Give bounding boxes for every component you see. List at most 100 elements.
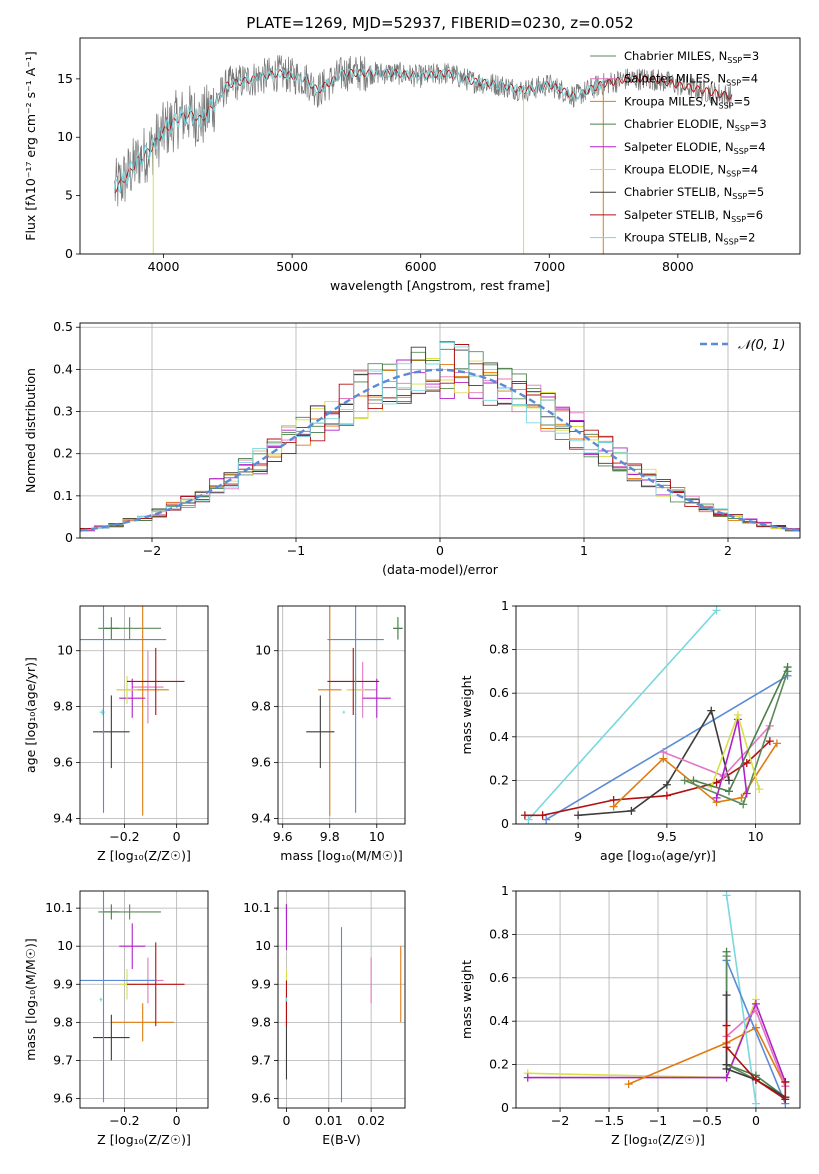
x-tick-label: 0.01 bbox=[315, 1113, 343, 1128]
legend-text: Kroupa ELODIE, N bbox=[624, 163, 726, 177]
y-tick-label: 0 bbox=[501, 1100, 509, 1115]
plot-area bbox=[278, 606, 405, 824]
x-axis-label: Z [log₁₀(Z/Z☉)] bbox=[97, 848, 191, 863]
x-tick-label: 9.6 bbox=[273, 829, 293, 844]
massweight-line bbox=[524, 740, 771, 817]
errorbar-point bbox=[111, 1003, 175, 1042]
x-axis-label: Z [log₁₀(Z/Z☉)] bbox=[611, 1132, 705, 1147]
massweight-marker bbox=[737, 793, 746, 802]
massweight-marker bbox=[712, 793, 721, 802]
massweight-marker bbox=[524, 815, 533, 824]
plot-area bbox=[80, 323, 800, 538]
massweight-marker bbox=[772, 739, 781, 748]
y-tick-label: 9.6 bbox=[53, 755, 73, 770]
massweight-marker bbox=[662, 791, 671, 800]
massweight-marker bbox=[523, 1073, 532, 1082]
massweight-marker bbox=[742, 789, 751, 798]
massweight-marker bbox=[781, 1077, 790, 1086]
errorbar-point bbox=[327, 647, 380, 715]
y-tick-label: 0.4 bbox=[489, 729, 509, 744]
y-tick-label: 0 bbox=[65, 530, 73, 545]
legend-label: Chabrier STELIB, NSSP=5 bbox=[624, 185, 764, 201]
y-axis-label: Normed distribution bbox=[23, 368, 38, 493]
massweight-line bbox=[527, 1001, 787, 1083]
legend-label: Salpeter ELODIE, NSSP=4 bbox=[624, 140, 766, 156]
axes-frame bbox=[515, 890, 801, 1109]
legend-value: =2 bbox=[739, 231, 756, 245]
errorbar-point bbox=[306, 695, 335, 769]
massweight-marker bbox=[751, 1099, 760, 1108]
errorbar-point bbox=[127, 647, 185, 715]
y-tick-label: 9.9 bbox=[251, 976, 271, 991]
legend-label: Kroupa MILES, NSSP=5 bbox=[624, 94, 750, 110]
y-tick-label: 9.7 bbox=[53, 1052, 73, 1067]
x-axis-label: mass [log₁₀(M/M☉)] bbox=[280, 848, 402, 863]
axes-massweight-vs-Z: −2 −1.5 −1 −0.5 0 0 0.2 0.4 0.6 0.8 1 Z [log₁₀(Z/Z☉… bbox=[459, 883, 801, 1147]
axes-spectrum: 4000 5000 6000 7000 8000 0 5 10 15 wavelength [An… bbox=[23, 37, 801, 293]
legend-label: Salpeter MILES, NSSP=4 bbox=[624, 72, 758, 88]
massweight-marker bbox=[680, 776, 689, 785]
massweight-marker bbox=[783, 663, 792, 672]
y-tick-label: 5 bbox=[65, 188, 73, 203]
legend-value: =3 bbox=[742, 49, 759, 63]
axes-frame bbox=[515, 605, 801, 825]
massweight-marker bbox=[609, 802, 618, 811]
legend-text: Kroupa MILES, N bbox=[624, 94, 719, 108]
massweight-marker bbox=[624, 1080, 633, 1089]
massweight-marker bbox=[712, 606, 721, 615]
spectrum-model-line bbox=[114, 68, 604, 194]
y-tick-label: 0.1 bbox=[53, 488, 73, 503]
massweight-marker bbox=[520, 811, 529, 820]
massweight-marker bbox=[733, 711, 742, 719]
legend-value: =6 bbox=[746, 208, 763, 222]
legend-text: Chabrier ELODIE, N bbox=[624, 117, 735, 131]
x-tick-label: 2 bbox=[724, 543, 732, 558]
x-tick-label: −1.5 bbox=[594, 1113, 624, 1128]
x-tick-label: 9.8 bbox=[320, 829, 340, 844]
x-tick-label: 9.5 bbox=[657, 829, 677, 844]
axes-frame bbox=[79, 890, 209, 1109]
y-tick-label: 9.4 bbox=[53, 810, 73, 825]
y-tick-label: 9.4 bbox=[251, 810, 271, 825]
y-axis-label: age [log₁₀(age/yr)] bbox=[23, 657, 38, 773]
massweight-line bbox=[545, 675, 789, 821]
massweight-marker bbox=[542, 815, 551, 824]
massweight-marker bbox=[755, 785, 764, 794]
legend-text: Chabrier STELIB, N bbox=[624, 185, 732, 199]
y-tick-label: 0.6 bbox=[489, 970, 509, 985]
legend-value: =4 bbox=[749, 140, 766, 154]
y-tick-label: 10 bbox=[57, 643, 73, 658]
massweight-marker bbox=[765, 737, 774, 746]
legend-label: Chabrier MILES, NSSP=3 bbox=[624, 49, 759, 65]
y-tick-label: 0.4 bbox=[489, 1013, 509, 1028]
plot-area bbox=[516, 606, 800, 824]
legend-value: =5 bbox=[734, 94, 751, 108]
errorbar-point bbox=[132, 650, 164, 724]
massweight-marker bbox=[722, 891, 731, 900]
massweight-marker bbox=[722, 1064, 731, 1073]
gaussian-curve bbox=[80, 368, 800, 532]
histogram-step-line bbox=[80, 344, 800, 530]
massweight-marker bbox=[739, 800, 748, 809]
y-tick-label: 1 bbox=[501, 883, 509, 898]
y-tick-label: 0.8 bbox=[489, 926, 509, 941]
x-tick-label: 9 bbox=[574, 829, 582, 844]
legend-label: Kroupa ELODIE, NSSP=4 bbox=[624, 163, 758, 179]
errorbar-point bbox=[119, 923, 146, 970]
x-tick-label: 0 bbox=[436, 543, 444, 558]
massweight-marker bbox=[574, 811, 583, 820]
y-tick-label: 10 bbox=[255, 938, 271, 953]
errorbar-point bbox=[362, 678, 391, 718]
massweight-marker bbox=[725, 787, 733, 796]
y-tick-label: 10.1 bbox=[243, 900, 271, 915]
legend-text: Salpeter STELIB, N bbox=[624, 208, 731, 222]
massweight-marker bbox=[781, 1095, 790, 1104]
legend-value: =5 bbox=[747, 185, 764, 199]
axes-age-vs-Z: −0.2 0 9.4 9.6 9.8 10 Z [log₁₀(Z/Z☉)] age [log₁… bbox=[23, 605, 209, 863]
massweight-line bbox=[684, 671, 789, 806]
errorbar-point bbox=[342, 710, 346, 714]
plot-area bbox=[278, 891, 405, 1108]
